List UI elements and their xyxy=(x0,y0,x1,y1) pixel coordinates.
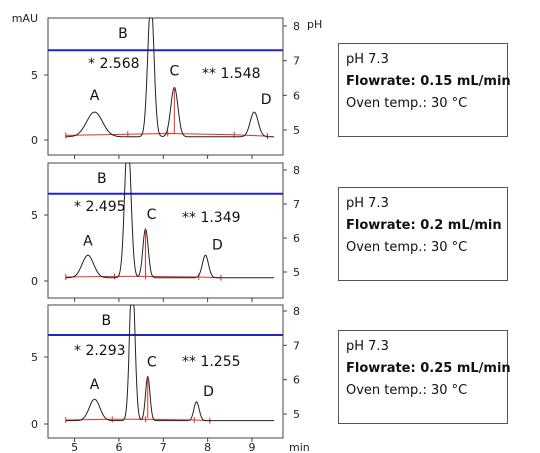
panel-1-ph-tick-label-6: 6 xyxy=(293,89,300,102)
panel-3-peak-label-C: C xyxy=(147,354,157,370)
panel-2-ph-tick-label-7: 7 xyxy=(293,198,300,211)
panel-2-peak-label-B: B xyxy=(97,171,107,187)
panel-2-ph-tick-label-8: 8 xyxy=(293,164,300,177)
ph-axis-label: pH xyxy=(307,18,322,31)
panel-3-annotation-1: * 2.293 xyxy=(74,343,126,359)
info-box-3: pH 7.3 Flowrate: 0.25 mL/min Oven temp.:… xyxy=(338,330,511,424)
panel-3-peak-label-B: B xyxy=(101,313,111,329)
panel-3-annotation-2: ** 1.255 xyxy=(182,354,241,370)
info-box-3-flowrate: Flowrate: 0.25 mL/min xyxy=(346,361,511,376)
panel-1-annotation-1: * 2.568 xyxy=(88,56,140,72)
panel-1-ph-tick-label-7: 7 xyxy=(293,55,300,68)
info-box-3-oven-temp: Oven temp.: 30 °C xyxy=(346,383,468,398)
x-tick-label-6: 6 xyxy=(115,441,122,453)
info-box-1-oven-temp: Oven temp.: 30 °C xyxy=(346,96,468,111)
panel-1-trace xyxy=(65,17,275,138)
info-box-1-flowrate: Flowrate: 0.15 mL/min xyxy=(346,74,511,89)
panel-1-ph-tick-label-8: 8 xyxy=(293,20,300,33)
panel-2-peak-label-C: C xyxy=(147,207,157,223)
info-box-2-oven-temp: Oven temp.: 30 °C xyxy=(346,240,468,255)
panel-3-trace xyxy=(65,304,275,422)
panel-1-integration-baseline xyxy=(65,132,268,137)
panel-1-frame xyxy=(47,17,284,156)
panel-2-annotation-2: ** 1.349 xyxy=(182,210,241,226)
panel-3-ph-tick-label-8: 8 xyxy=(293,305,300,318)
x-tick-label-9: 9 xyxy=(248,441,255,453)
panel-1-annotation-2: ** 1.548 xyxy=(202,66,261,82)
info-box-2-ph: pH 7.3 xyxy=(346,196,389,211)
panel-1-ph-tick-label-5: 5 xyxy=(293,124,300,137)
panel-3-ph-tick-label-7: 7 xyxy=(293,339,300,352)
panel-1-peak-label-B: B xyxy=(118,26,128,42)
panel-1-peak-label-A: A xyxy=(90,88,100,104)
x-axis-label: min xyxy=(289,441,310,453)
panel-2-ph-tick-label-6: 6 xyxy=(293,232,300,245)
panel-1-peak-label-C: C xyxy=(169,63,179,79)
panel-2-annotation-1: * 2.495 xyxy=(74,199,126,215)
panel-3-frame xyxy=(47,304,284,439)
panel-2-y-tick-label-0: 0 xyxy=(31,275,38,288)
panel-2-trace xyxy=(65,162,275,279)
panel-2-peak-label-D: D xyxy=(212,237,223,253)
panel-2-ph-tick-label-5: 5 xyxy=(293,266,300,279)
info-box-2: pH 7.3 Flowrate: 0.2 mL/min Oven temp.: … xyxy=(338,187,508,281)
panel-3-peak-label-D: D xyxy=(203,384,214,400)
panel-1-y-tick-label-0: 0 xyxy=(31,134,38,147)
panel-2-frame xyxy=(47,162,284,299)
x-tick-label-5: 5 xyxy=(71,441,78,453)
info-box-1-ph: pH 7.3 xyxy=(346,52,389,67)
x-tick-label-8: 8 xyxy=(204,441,211,453)
panel-3-ph-tick-label-5: 5 xyxy=(293,408,300,421)
panel-1-peak-label-D: D xyxy=(261,92,272,108)
x-tick-label-7: 7 xyxy=(160,441,167,453)
y-axis-label: mAU xyxy=(12,12,38,25)
info-box-2-flowrate: Flowrate: 0.2 mL/min xyxy=(346,218,502,233)
info-box-1: pH 7.3 Flowrate: 0.15 mL/min Oven temp.:… xyxy=(338,43,511,137)
info-box-3-ph: pH 7.3 xyxy=(346,339,389,354)
panel-3-y-tick-label-5: 5 xyxy=(31,351,38,364)
panel-3-y-tick-label-0: 0 xyxy=(31,418,38,431)
panel-3-peak-label-A: A xyxy=(90,377,100,393)
panel-2-peak-label-A: A xyxy=(83,233,93,249)
panel-1-y-tick-label-5: 5 xyxy=(31,69,38,82)
panel-2-y-tick-label-5: 5 xyxy=(31,209,38,222)
panel-3-ph-tick-label-6: 6 xyxy=(293,374,300,387)
